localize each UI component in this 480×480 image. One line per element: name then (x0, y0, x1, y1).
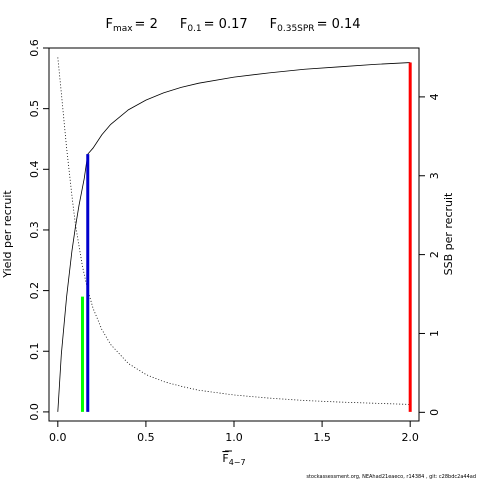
y2-tick-label-3: 3 (428, 172, 441, 179)
title-part-2-sub: 0.35SPR (277, 24, 314, 34)
x-axis-label: F4−7 (222, 452, 245, 467)
y-tick-label-4: 0.4 (28, 161, 41, 179)
y-tick-label-1: 0.1 (28, 343, 41, 361)
title-part-2-value: = 0.14 (317, 17, 361, 32)
y2-tick-label-0: 0 (428, 409, 441, 416)
y2-axis-label: SSB per recruit (442, 192, 455, 275)
y-tick-label-6: 0.6 (28, 39, 41, 57)
x-tick-label-0: 0.0 (49, 431, 67, 444)
title-part-2-main: F (270, 17, 277, 32)
y-axis-label: Yield per recruit (1, 190, 14, 279)
title-part-0-value: = 2 (135, 17, 158, 32)
title-part-0-sub: max (113, 24, 133, 34)
y-tick-label-2: 0.2 (28, 282, 41, 300)
y2-tick-label-4: 4 (428, 93, 441, 100)
x-tick-label-3: 1.5 (313, 431, 331, 444)
x-tick-label-1: 0.5 (137, 431, 155, 444)
x-tick-label-2: 1.0 (225, 431, 243, 444)
y2-tick-label-2: 2 (428, 251, 441, 258)
y-axis-right: 0 1 2 3 4 (419, 93, 441, 416)
title-part-1-main: F (180, 17, 187, 32)
series-layer (57, 57, 411, 412)
x-axis-label-sub: 4−7 (229, 458, 246, 467)
y-tick-label-5: 0.5 (28, 100, 41, 118)
title-part-1-value: = 0.17 (204, 17, 248, 32)
reference-lines (80, 62, 412, 412)
y2-tick-label-1: 1 (428, 330, 441, 337)
x-axis: 0.0 0.5 1.0 1.5 2.0 (49, 421, 419, 444)
x-tick-label-4: 2.0 (401, 431, 419, 444)
title-part-0-main: F (105, 17, 112, 32)
x-axis-label-main: F (222, 452, 228, 465)
y-axis-left: 0.0 0.1 0.2 0.3 0.4 0.5 0.6 (28, 39, 49, 421)
y-tick-label-0: 0.0 (28, 403, 41, 421)
footer-text: stockassessment.org, NEAhad21eaeco, r143… (306, 474, 476, 480)
yield-per-recruit-curve (57, 62, 411, 412)
y-tick-label-3: 0.3 (28, 221, 41, 239)
title-part-1-sub: 0.1 (187, 24, 201, 34)
chart-title: Fmax = 2 F0.1 = 0.17 F0.35SPR = 0.14 (105, 17, 360, 34)
